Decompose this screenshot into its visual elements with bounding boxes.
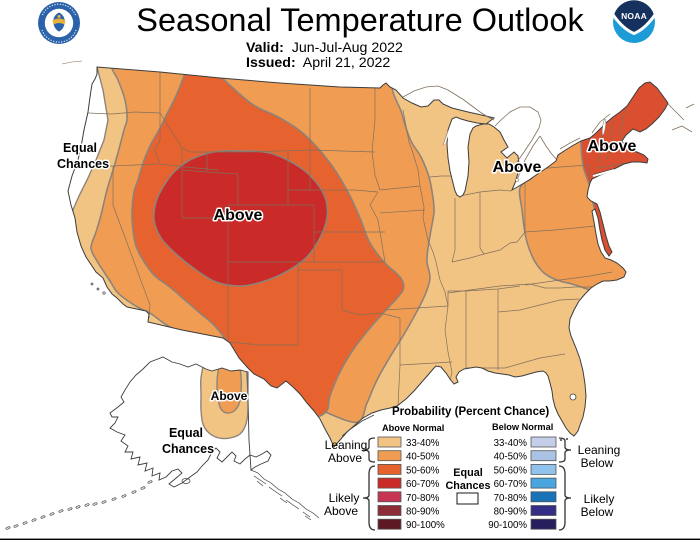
svg-text:Probability (Percent Chance): Probability (Percent Chance): [392, 406, 549, 418]
svg-text:Equal: Equal: [453, 467, 482, 479]
svg-text:Equal: Equal: [169, 426, 203, 440]
svg-text:50-60%: 50-60%: [494, 465, 528, 476]
svg-text:80-90%: 80-90%: [406, 507, 440, 518]
svg-text:Equal: Equal: [63, 141, 97, 155]
svg-text:Chances: Chances: [57, 157, 109, 171]
svg-text:Issued: April 21, 2022: Issued: April 21, 2022: [246, 55, 390, 71]
svg-text:Below: Below: [581, 456, 614, 470]
svg-text:Likely: Likely: [329, 491, 360, 505]
svg-text:Below: Below: [581, 505, 614, 519]
svg-text:40-50%: 40-50%: [494, 452, 528, 463]
svg-text:Above: Above: [328, 451, 362, 465]
svg-text:Above: Above: [493, 159, 542, 176]
svg-text:Chances: Chances: [162, 442, 214, 456]
svg-text:50-60%: 50-60%: [406, 465, 440, 476]
svg-text:90-100%: 90-100%: [488, 520, 527, 531]
svg-text:Chances: Chances: [445, 480, 490, 492]
svg-text:40-50%: 40-50%: [406, 452, 440, 463]
svg-text:Above: Above: [588, 138, 637, 155]
svg-text:60-70%: 60-70%: [406, 479, 440, 490]
svg-text:80-90%: 80-90%: [494, 507, 528, 518]
svg-text:Above: Above: [214, 207, 263, 224]
svg-text:NOAA: NOAA: [621, 11, 647, 21]
svg-text:33-40%: 33-40%: [406, 438, 440, 449]
svg-text:90-100%: 90-100%: [406, 520, 445, 531]
svg-text:Above: Above: [324, 504, 358, 518]
svg-text:33-40%: 33-40%: [494, 438, 528, 449]
svg-text:70-80%: 70-80%: [406, 493, 440, 504]
svg-text:Leaning: Leaning: [325, 438, 368, 452]
svg-text:Likely: Likely: [584, 492, 615, 506]
svg-text:Above Normal: Above Normal: [382, 423, 444, 433]
svg-text:Above: Above: [211, 389, 248, 403]
svg-text:60-70%: 60-70%: [494, 479, 528, 490]
svg-text:Seasonal Temperature Outlook: Seasonal Temperature Outlook: [136, 2, 584, 38]
svg-text:70-80%: 70-80%: [494, 493, 528, 504]
svg-text:Leaning: Leaning: [578, 443, 621, 457]
svg-text:Below Normal: Below Normal: [492, 422, 553, 432]
svg-text:Valid: Jun-Jul-Aug 2022: Valid: Jun-Jul-Aug 2022: [246, 40, 403, 56]
